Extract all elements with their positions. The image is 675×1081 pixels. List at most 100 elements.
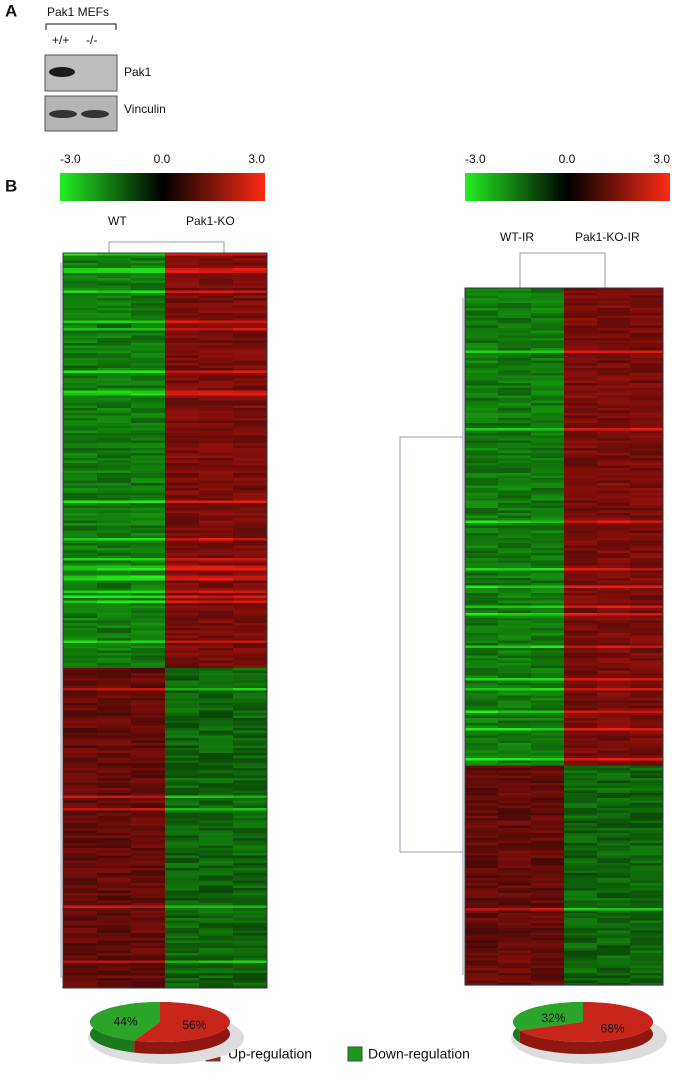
- heatmap-cell: [97, 901, 132, 904]
- heatmap-cell: [597, 976, 631, 979]
- heatmap-cell: [597, 833, 631, 836]
- heatmap-cell: [63, 278, 98, 281]
- heatmap-cell: [465, 601, 499, 604]
- heatmap-cell: [97, 426, 132, 429]
- heatmap-cell: [564, 538, 598, 541]
- heatmap-cell: [564, 723, 598, 726]
- heatmap-cell: [233, 881, 268, 884]
- heatmap-cell: [498, 931, 532, 934]
- heatmap-cell: [564, 531, 598, 534]
- heatmap-cell: [531, 611, 565, 614]
- heatmap-cell: [165, 581, 200, 584]
- heatmap-cell: [233, 793, 268, 796]
- heatmap-cell: [165, 556, 200, 559]
- heatmap-cell: [97, 283, 132, 286]
- heatmap-cell: [97, 528, 132, 531]
- heatmap-cell: [97, 391, 132, 394]
- heatmap-cell: [131, 621, 166, 624]
- heatmap-cell: [63, 296, 98, 299]
- heatmap-cell: [199, 838, 234, 841]
- heatmap-cell: [531, 953, 565, 956]
- heatmap-cell: [498, 841, 532, 844]
- heatmap-cell: [597, 331, 631, 334]
- heatmap-cell: [597, 461, 631, 464]
- heatmap-cell: [498, 491, 532, 494]
- heatmap-cell: [165, 641, 200, 644]
- heatmap-cell: [531, 928, 565, 931]
- heatmap-cell: [564, 418, 598, 421]
- heatmap-cell: [233, 693, 268, 696]
- heatmap-cell: [63, 861, 98, 864]
- heatmap-cell: [597, 313, 631, 316]
- heatmap-cell: [199, 886, 234, 889]
- heatmap-cell: [131, 486, 166, 489]
- heatmap-cell: [531, 396, 565, 399]
- heatmap-cell: [531, 938, 565, 941]
- heatmap-cell: [63, 348, 98, 351]
- heatmap-cell: [233, 956, 268, 959]
- heatmap-cell: [233, 786, 268, 789]
- heatmap-cell: [63, 373, 98, 376]
- heatmap-cell: [564, 298, 598, 301]
- heatmap-cell: [564, 866, 598, 869]
- heatmap-cell: [531, 936, 565, 939]
- heatmap-cell: [564, 303, 598, 306]
- heatmap-cell: [131, 538, 166, 541]
- heatmap-cell: [630, 561, 664, 564]
- heatmap-cell: [63, 558, 98, 561]
- heatmap-cell: [465, 361, 499, 364]
- heatmap-cell: [630, 793, 664, 796]
- heatmap-cell: [63, 313, 98, 316]
- heatmap-cell: [165, 496, 200, 499]
- heatmap-cell: [97, 548, 132, 551]
- heatmap-cell: [564, 453, 598, 456]
- heatmap-cell: [597, 671, 631, 674]
- heatmap-cell: [199, 548, 234, 551]
- heatmap-cell: [233, 456, 268, 459]
- heatmap-cell: [531, 726, 565, 729]
- heatmap-cell: [233, 773, 268, 776]
- heatmap-cell: [531, 723, 565, 726]
- heatmap-cell: [531, 373, 565, 376]
- heatmap-cell: [498, 486, 532, 489]
- heatmap-cell: [199, 538, 234, 541]
- heatmap-cell: [531, 816, 565, 819]
- heatmap-cell: [465, 296, 499, 299]
- heatmap-cell: [97, 666, 132, 669]
- heatmap-cell: [630, 791, 664, 794]
- heatmap-cell: [199, 898, 234, 901]
- heatmap-cell: [498, 838, 532, 841]
- heatmap-cell: [233, 496, 268, 499]
- heatmap-cell: [233, 431, 268, 434]
- heatmap-cell: [97, 451, 132, 454]
- heatmap-cell: [131, 281, 166, 284]
- heatmap-cell: [564, 843, 598, 846]
- heatmap-cell: [63, 766, 98, 769]
- heatmap-cell: [131, 363, 166, 366]
- heatmap-cell: [97, 336, 132, 339]
- heatmap-cell: [131, 343, 166, 346]
- heatmap-cell: [465, 748, 499, 751]
- heatmap-cell: [63, 731, 98, 734]
- heatmap-cell: [465, 488, 499, 491]
- heatmap-cell: [564, 473, 598, 476]
- heatmap-cell: [233, 576, 268, 579]
- heatmap-cell: [498, 901, 532, 904]
- heatmap-cell: [97, 626, 132, 629]
- heatmap-cell: [531, 433, 565, 436]
- heatmap-cell: [597, 981, 631, 984]
- heatmap-cell: [199, 626, 234, 629]
- heatmap-cell: [233, 578, 268, 581]
- heatmap-cell: [63, 483, 98, 486]
- heatmap-cell: [63, 961, 98, 964]
- heatmap-cell: [498, 578, 532, 581]
- heatmap-cell: [531, 746, 565, 749]
- heatmap-cell: [597, 533, 631, 536]
- heatmap-cell: [233, 368, 268, 371]
- heatmap-cell: [531, 941, 565, 944]
- heatmap-cell: [165, 483, 200, 486]
- heatmap-cell: [564, 693, 598, 696]
- heatmap-cell: [597, 708, 631, 711]
- heatmap-cell: [564, 478, 598, 481]
- heatmap-cell: [531, 383, 565, 386]
